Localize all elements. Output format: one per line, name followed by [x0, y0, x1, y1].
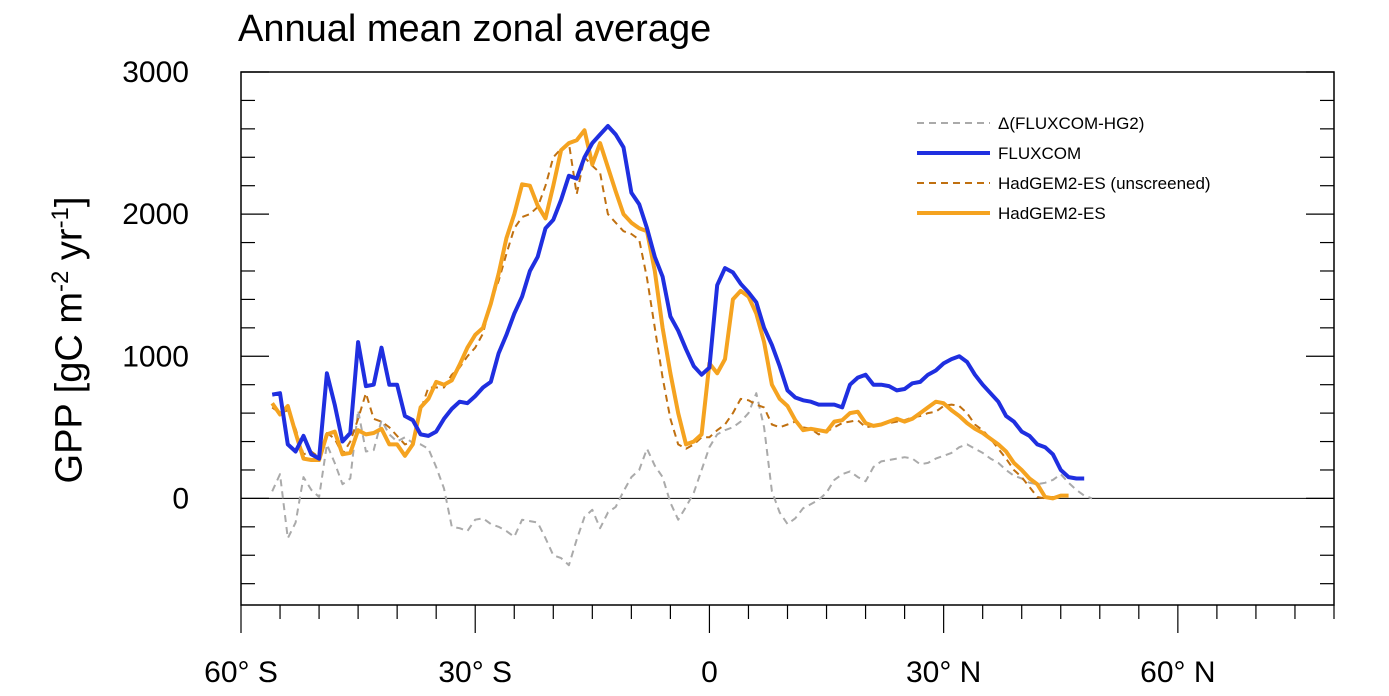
legend-label: HadGEM2-ES — [998, 204, 1106, 223]
chart-title: Annual mean zonal average — [238, 8, 712, 50]
legend: Δ(FLUXCOM-HG2) FLUXCOM HadGEM2-ES (unscree… — [917, 114, 1211, 223]
legend-label: Δ(FLUXCOM-HG2) — [998, 114, 1144, 133]
y-tick-label: 1000 — [122, 340, 189, 373]
x-tick-label: 30° S — [438, 656, 512, 689]
x-tick-label: 60° S — [204, 656, 278, 689]
y-tick-label: 2000 — [122, 198, 189, 231]
y-tick-label: 3000 — [122, 56, 189, 89]
x-tick-label: 60° N — [1140, 656, 1215, 689]
y-axis-label: GPP [gC m-2 yr-1] — [46, 196, 91, 484]
series-line-0 — [271, 392, 1093, 567]
series-line-1 — [271, 124, 1085, 481]
legend-label: FLUXCOM — [998, 144, 1081, 163]
series-layer — [270, 124, 1093, 567]
x-tick-label: 30° N — [906, 656, 981, 689]
legend-label: HadGEM2-ES (unscreened) — [998, 174, 1211, 193]
y-tick-label: 0 — [172, 482, 189, 515]
plot-frame — [240, 71, 1335, 606]
axis-ticks — [240, 71, 1335, 633]
tick-labels: 0 1000 2000 3000 60° S 30° S 0 30° N 60° N — [122, 56, 1215, 689]
series-line-2 — [271, 142, 1061, 500]
x-tick-label: 0 — [701, 656, 718, 689]
series-line-3 — [270, 128, 1069, 501]
